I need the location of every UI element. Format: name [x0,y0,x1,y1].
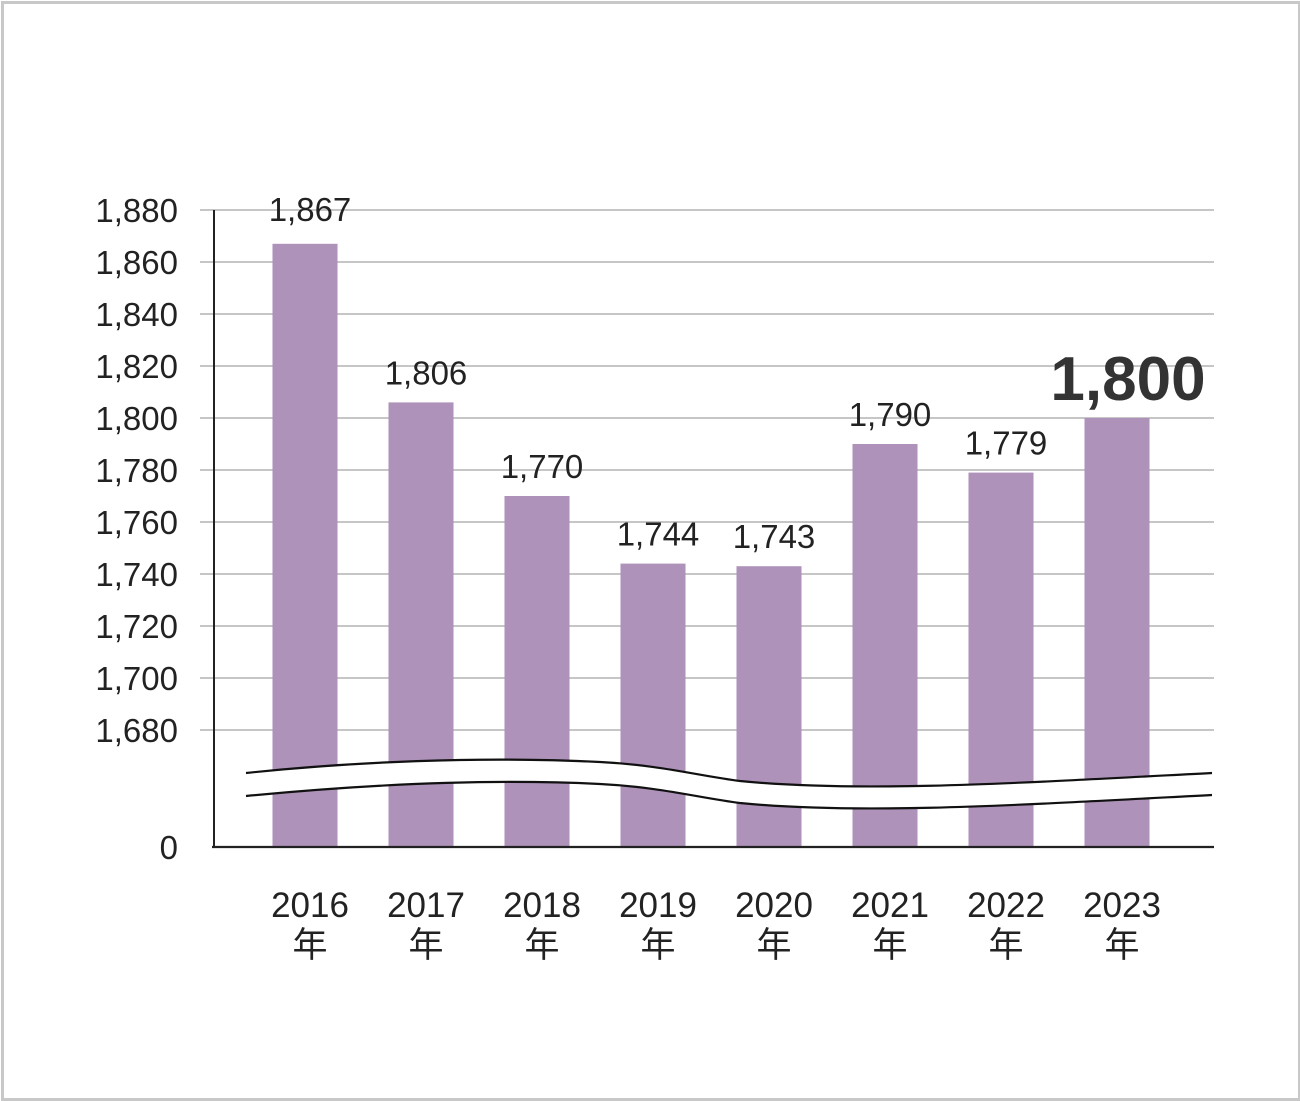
x-tick-label: 2017 年 [387,886,465,965]
y-tick-label: 1,820 [95,348,178,385]
y-tick-label: 1,840 [95,296,178,333]
x-tick-label: 2022 年 [967,886,1045,965]
data-label: 1,790 [849,396,932,433]
bar [620,563,686,847]
data-label: 1,867 [269,191,352,228]
y-tick-label: 1,800 [95,400,178,437]
y-tick-label: 1,760 [95,504,178,541]
data-label: 1,743 [733,518,816,555]
y-tick-label: 1,860 [95,244,178,281]
x-tick-label: 2023 年 [1083,886,1161,965]
axis-break-band [246,759,1212,809]
bar [272,243,338,848]
data-label: 1,770 [501,448,584,485]
data-label: 1,806 [385,354,468,391]
x-tick-label: 2018 年 [503,886,581,965]
data-label-highlight: 1,800 [1050,345,1205,414]
data-label: 1,779 [965,425,1048,462]
y-tick-label: 1,780 [95,452,178,489]
axis-break-line [245,780,1213,810]
axis-break [245,758,1213,810]
y-tick-labels: 1,880 1,860 1,840 1,820 1,800 1,780 1,760 1,740… [95,192,178,866]
x-tick-label: 2019 年 [619,886,697,965]
y-zero-label: 0 [160,829,178,866]
bar [852,444,918,847]
x-tick-label: 2021 年 [851,886,929,965]
bars [272,243,1150,848]
y-tick-label: 1,680 [95,712,178,749]
y-tick-label: 1,880 [95,192,178,229]
bar [1084,418,1150,847]
x-tick-labels: 2016 年 2017 年 2018 年 2019 年 2020 年 2021 年 2022 年 2023 年 [271,886,1161,965]
gridlines [200,209,1214,731]
y-tick-label: 1,720 [95,608,178,645]
axis-break-line [245,758,1213,788]
data-label: 1,744 [617,516,700,553]
x-tick-label: 2016 年 [271,886,349,965]
y-tick-label: 1,700 [95,660,178,697]
axes [212,210,1214,849]
y-tick-label: 1,740 [95,556,178,593]
bar [504,496,570,847]
x-tick-label: 2020 年 [735,886,813,965]
